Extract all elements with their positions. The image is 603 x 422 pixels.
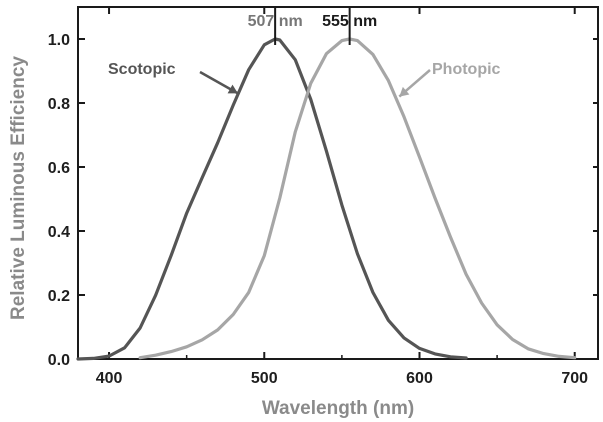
y-tick-label-1: 0.2 [48, 288, 70, 305]
x-tick-label-400: 400 [96, 370, 123, 387]
annotations: Scotopic Photopic 507 nm 555 nm [108, 7, 501, 98]
x-tick-label-500: 500 [251, 370, 278, 387]
y-axis-title: Relative Luminous Efficiency [8, 56, 29, 320]
photopic-arrow-head [399, 86, 410, 97]
series-label-photopic: Photopic [432, 61, 501, 78]
tick-labels: 400 500 600 700 0.0 0.2 0.4 0.6 0.8 1.0 [48, 32, 588, 387]
x-tick-label-700: 700 [561, 370, 588, 387]
y-tick-label-0: 0.0 [48, 352, 70, 369]
series-lines [76, 37, 577, 361]
x-axis-title: Wavelength (nm) [262, 398, 414, 419]
series-line-photopic [138, 37, 577, 360]
y-tick-label-3: 0.6 [48, 160, 70, 177]
peak-label-507: 507 nm [248, 13, 303, 30]
peak-label-555: 555 nm [322, 13, 377, 30]
series-label-scotopic: Scotopic [108, 61, 176, 78]
series-line-scotopic [76, 37, 468, 361]
y-tick-label-5: 1.0 [48, 32, 70, 49]
tick-marks [78, 7, 598, 360]
x-tick-label-600: 600 [406, 370, 433, 387]
plot-frame [77, 6, 599, 360]
y-tick-label-2: 0.4 [48, 224, 70, 241]
scotopic-arrow-head [227, 84, 238, 94]
y-tick-label-4: 0.8 [48, 96, 70, 113]
